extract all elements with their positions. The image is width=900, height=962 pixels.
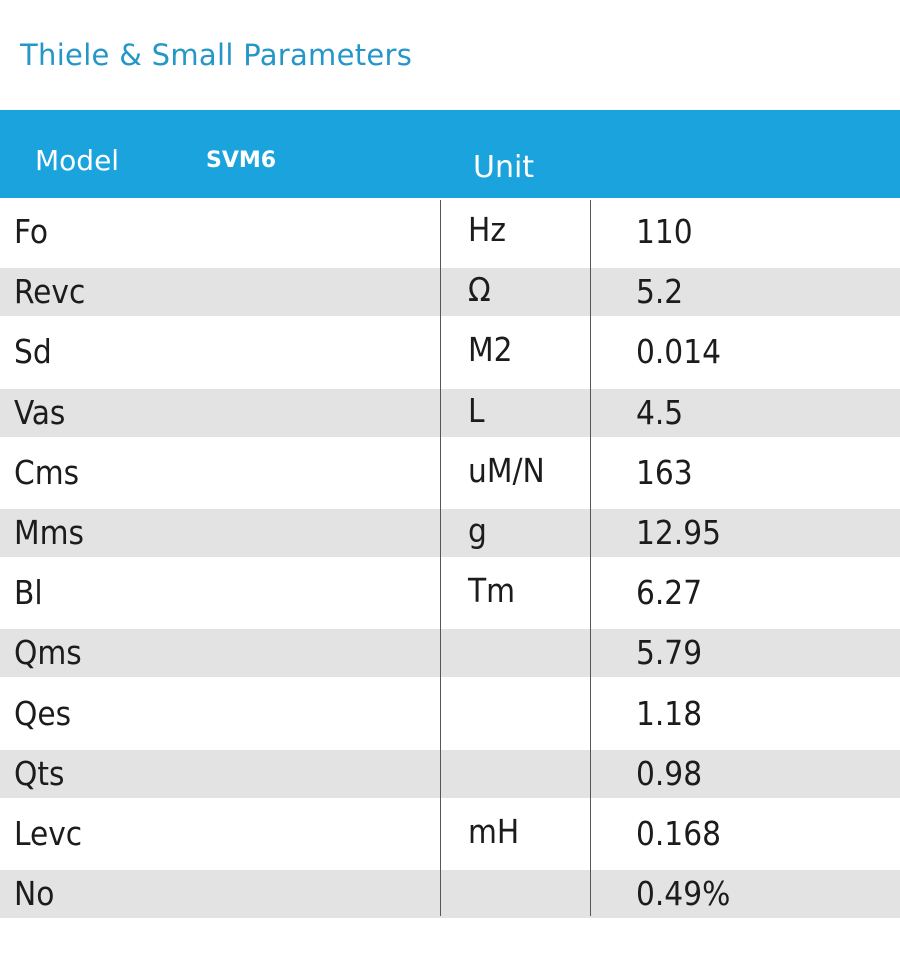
table-row: Fo Hz 110 <box>0 198 900 258</box>
param-unit: mH <box>468 811 520 851</box>
param-unit: uM/N <box>468 450 545 490</box>
parameters-table: Fo Hz 110 Revc Ω 5.2 Sd M2 0.014 Vas L 4… <box>0 198 900 920</box>
param-name: Vas <box>14 392 66 432</box>
param-name: Fo <box>14 212 49 251</box>
unit-label: Unit <box>473 150 535 185</box>
column-divider <box>440 200 441 916</box>
param-unit: Tm <box>468 571 516 611</box>
param-value: 5.2 <box>636 272 684 312</box>
table-row: Mms g 12.95 <box>0 499 900 559</box>
param-value: 163 <box>636 452 693 492</box>
param-unit: L <box>468 390 485 430</box>
param-value: 12.95 <box>636 512 721 552</box>
model-value: SVM6 <box>206 148 277 173</box>
table-row: Revc Ω 5.2 <box>0 258 900 318</box>
table-row: Sd M2 0.014 <box>0 318 900 378</box>
table-row: Cms uM/N 163 <box>0 439 900 499</box>
param-name: Qms <box>14 633 82 673</box>
param-name: Cms <box>14 452 80 492</box>
param-unit: g <box>468 510 487 550</box>
param-value: 0.49% <box>636 874 731 914</box>
table-row: Bl Tm 6.27 <box>0 559 900 619</box>
table-row: Qes 1.18 <box>0 680 900 740</box>
model-label: Model <box>35 144 120 177</box>
param-name: Mms <box>14 512 85 552</box>
param-value: 0.014 <box>636 332 721 372</box>
param-value: 1.18 <box>636 693 703 733</box>
column-divider <box>590 200 591 916</box>
table-row: Levc mH 0.168 <box>0 800 900 860</box>
param-name: Qts <box>14 753 65 793</box>
table-row: No 0.49% <box>0 860 900 920</box>
param-value: 6.27 <box>636 573 703 613</box>
table-row: Vas L 4.5 <box>0 379 900 439</box>
param-name: Revc <box>14 272 86 312</box>
param-unit: Ω <box>468 270 491 310</box>
table-row: Qms 5.79 <box>0 619 900 679</box>
param-name: Bl <box>14 573 43 613</box>
table-row: Qts 0.98 <box>0 740 900 800</box>
param-value: 110 <box>636 212 693 251</box>
param-name: No <box>14 874 55 914</box>
param-value: 4.5 <box>636 392 684 432</box>
table-header: Model SVM6 Unit <box>0 110 900 198</box>
page-title: Thiele & Small Parameters <box>20 38 413 72</box>
param-name: Levc <box>14 813 83 853</box>
param-unit: M2 <box>468 330 513 370</box>
param-name: Qes <box>14 693 72 733</box>
param-value: 0.168 <box>636 813 721 853</box>
param-unit: Hz <box>468 210 506 249</box>
param-name: Sd <box>14 332 52 372</box>
param-value: 0.98 <box>636 753 703 793</box>
param-value: 5.79 <box>636 633 703 673</box>
